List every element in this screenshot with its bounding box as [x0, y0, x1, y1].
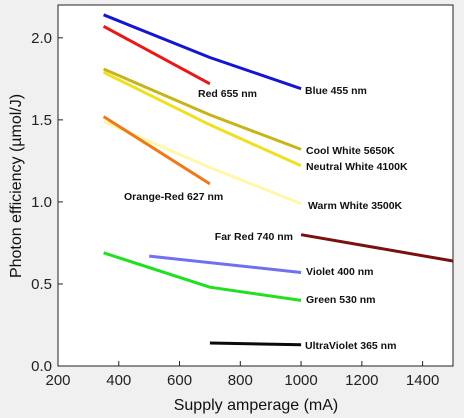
- series-line-far-red-740-nm: [300, 233, 454, 263]
- y-tick-label: 2.0: [31, 30, 52, 47]
- series-label-ultraviolet-365-nm: UltraViolet 365 nm: [305, 340, 396, 352]
- y-axis-ticks: 0.0 0.5 1.0 1.5 2.0: [31, 30, 63, 375]
- series-line-neutral-white-4100k: [102, 70, 302, 168]
- y-axis-label: Photon efficiency (µmol/J): [8, 94, 25, 278]
- y-tick-label: 1.0: [31, 194, 52, 211]
- x-tick-label: 200: [45, 372, 70, 389]
- x-tick-label: 1200: [345, 372, 378, 389]
- series-line-blue-455-nm: [103, 13, 302, 91]
- x-tick-label: 1000: [284, 372, 317, 389]
- series-label-violet-400-nm: Violet 400 nm: [306, 266, 374, 278]
- series-line-red-655-nm: [102, 24, 211, 86]
- series-label-warm-white-3500k: Warm White 3500K: [308, 200, 403, 212]
- x-tick-label: 800: [228, 372, 253, 389]
- x-axis-label: Supply amperage (mA): [174, 397, 339, 414]
- series-label-orange-red-627-nm: Orange-Red 627 nm: [124, 191, 223, 203]
- series-line-ultraviolet-365-nm: [209, 341, 302, 347]
- x-tick-label: 1400: [406, 372, 439, 389]
- series-label-blue-455-nm: Blue 455 nm: [305, 85, 367, 97]
- series-label-green-530-nm: Green 530 nm: [306, 294, 375, 306]
- series-label-red-655-nm: Red 655 nm: [198, 88, 257, 100]
- series-line-orange-red-627-nm: [102, 115, 211, 186]
- y-tick-label: 0.0: [31, 358, 52, 375]
- series-line-green-530-nm: [103, 251, 302, 302]
- x-tick-label: 600: [167, 372, 192, 389]
- series-label-cool-white-5650k: Cool White 5650K: [306, 145, 395, 157]
- series-line-violet-400-nm: [149, 254, 302, 274]
- series-line-cool-white-5650k: [103, 67, 302, 151]
- y-tick-label: 1.5: [31, 112, 52, 129]
- x-axis-ticks: 200 400 600 800 1000 1200 1400: [45, 361, 439, 389]
- series-lines: [102, 13, 454, 347]
- y-tick-label: 0.5: [31, 276, 52, 293]
- series-label-neutral-white-4100k: Neutral White 4100K: [306, 161, 408, 173]
- series-labels: Blue 455 nm Red 655 nm Cool White 5650K Neu…: [124, 85, 408, 352]
- series-label-far-red-740-nm: Far Red 740 nm: [215, 231, 293, 243]
- series-line-warm-white-3500k: [103, 120, 302, 205]
- x-tick-label: 400: [106, 372, 131, 389]
